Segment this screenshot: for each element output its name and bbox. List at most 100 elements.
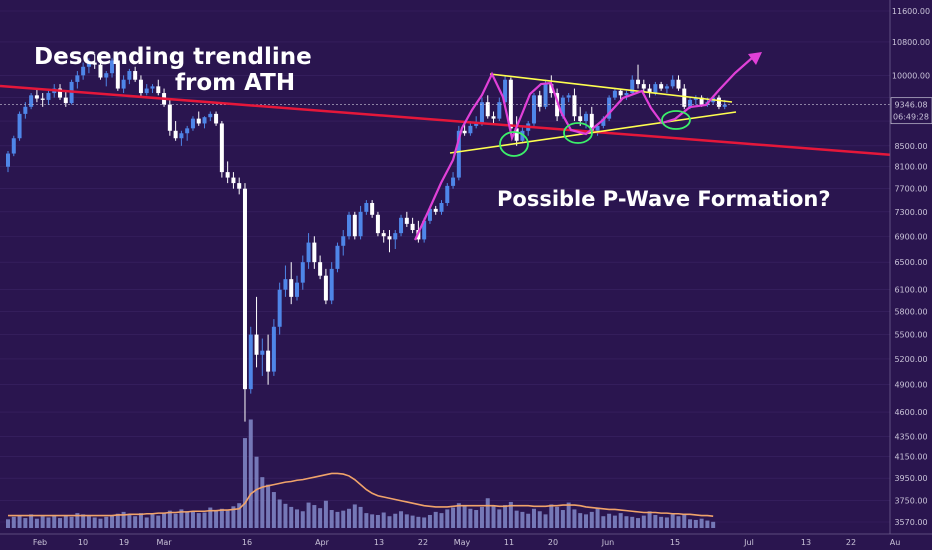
current-price-value: 9346.08	[894, 101, 927, 110]
volume-bar-54	[318, 508, 323, 528]
x-tick-label-0: Feb	[33, 538, 47, 547]
candle-body-37	[219, 123, 224, 173]
volume-bar-16	[98, 518, 103, 528]
candle-body-83	[485, 102, 490, 117]
candle-body-85	[497, 102, 502, 119]
candle-body-76	[445, 185, 450, 204]
candle-body-110	[641, 84, 646, 89]
volume-bar-59	[347, 508, 352, 528]
candle-body-31	[185, 128, 190, 134]
candle-body-4	[29, 95, 34, 107]
volume-bar-1	[11, 516, 16, 528]
candle-body-48	[283, 279, 288, 290]
support-circle-1	[499, 131, 529, 157]
candle-body-55	[323, 275, 328, 301]
volume-bar-14	[86, 516, 91, 528]
y-tick-label-2: 10000.00	[892, 71, 930, 80]
grid-lines	[0, 10, 890, 523]
candle-body-116	[676, 79, 681, 89]
volume-bar-92	[537, 511, 542, 528]
x-tick-label-5: Apr	[315, 538, 330, 547]
volume-bar-85	[497, 509, 502, 528]
y-tick-label-19: 3950.00	[894, 474, 927, 483]
candle-body-88	[514, 128, 519, 141]
candle-body-62	[364, 203, 369, 212]
x-tick-label-15: 22	[846, 538, 856, 547]
volume-bar-63	[370, 514, 375, 528]
volume-bar-112	[653, 514, 658, 528]
support-circle-3	[661, 110, 691, 130]
candle-body-66	[387, 236, 392, 240]
candle-body-20	[121, 79, 126, 89]
candle-body-118	[688, 99, 693, 107]
x-tick-label-13: Jul	[743, 538, 754, 547]
annotation-title-line2: from ATH	[175, 70, 295, 96]
volume-bar-67	[393, 513, 398, 528]
volume-bar-7	[46, 517, 51, 528]
candle-body-33	[196, 118, 201, 124]
candle-body-79	[462, 130, 467, 134]
volume-bar-83	[485, 498, 490, 528]
candle-body-35	[208, 113, 213, 118]
p-wave-path	[414, 57, 753, 241]
candle-body-40	[237, 183, 242, 189]
candle-body-18	[110, 60, 115, 74]
volume-bar-61	[358, 506, 363, 528]
volume-bar-100	[584, 514, 588, 528]
candle-body-14	[86, 62, 91, 67]
candle-body-102	[595, 125, 600, 131]
candle-body-30	[179, 133, 184, 139]
candle-body-103	[601, 118, 606, 126]
volume-bar-91	[531, 508, 536, 528]
candle-body-2	[17, 113, 22, 139]
candle-body-52	[306, 242, 311, 263]
time-axis-labels: Feb 10 19 Mar 16 Apr 13 22 May 11 20 Jun 15 Jul 13 22 Au	[33, 538, 900, 547]
volume-bar-98	[572, 509, 577, 528]
volume-bar-70	[410, 515, 415, 528]
volume-bar-20	[121, 511, 126, 528]
volume-bar-38	[225, 510, 230, 528]
volume-bar-35	[208, 507, 213, 528]
y-tick-label-16: 4600.00	[894, 408, 927, 417]
volume-bar-34	[202, 512, 207, 528]
volume-bar-47	[277, 499, 282, 528]
candle-body-26	[156, 86, 161, 94]
volume-bar-40	[237, 503, 242, 528]
volume-bar-6	[40, 516, 45, 528]
candle-body-92	[537, 95, 542, 107]
candle-body-59	[347, 214, 352, 237]
volume-bar-37	[219, 508, 224, 528]
candle-body-36	[214, 113, 219, 124]
candle-body-60	[352, 214, 357, 237]
volume-bar-94	[549, 504, 554, 528]
candle-body-104	[607, 97, 612, 119]
volume-bar-4	[29, 514, 34, 528]
volume-bar-18	[110, 515, 115, 528]
candle-body-82	[479, 102, 484, 124]
x-tick-label-6: 13	[374, 538, 384, 547]
candle-body-63	[370, 203, 375, 215]
candle-body-61	[358, 211, 363, 237]
candle-body-1	[11, 138, 16, 154]
candle-body-29	[173, 130, 178, 139]
x-tick-label-7: 22	[418, 538, 428, 547]
volume-bar-26	[156, 515, 161, 528]
price-axis-panel[interactable]	[890, 0, 932, 534]
candle-body-106	[618, 90, 623, 96]
volume-bar-30	[179, 509, 184, 528]
candle-body-100	[584, 113, 588, 122]
volume-bar-117	[682, 513, 687, 528]
x-tick-label-10: 20	[548, 538, 558, 547]
candle-body-87	[508, 79, 513, 129]
volume-bar-32	[190, 511, 195, 528]
time-axis-panel[interactable]	[0, 534, 932, 550]
y-tick-label-7: 7700.00	[894, 185, 927, 194]
candle-body-47	[277, 289, 282, 327]
candle-body-117	[682, 88, 687, 107]
candle-body-108	[630, 79, 635, 94]
volume-bar-108	[630, 516, 635, 528]
candle-body-114	[664, 86, 669, 89]
volume-bar-69	[404, 514, 409, 528]
volume-bar-62	[364, 513, 369, 528]
